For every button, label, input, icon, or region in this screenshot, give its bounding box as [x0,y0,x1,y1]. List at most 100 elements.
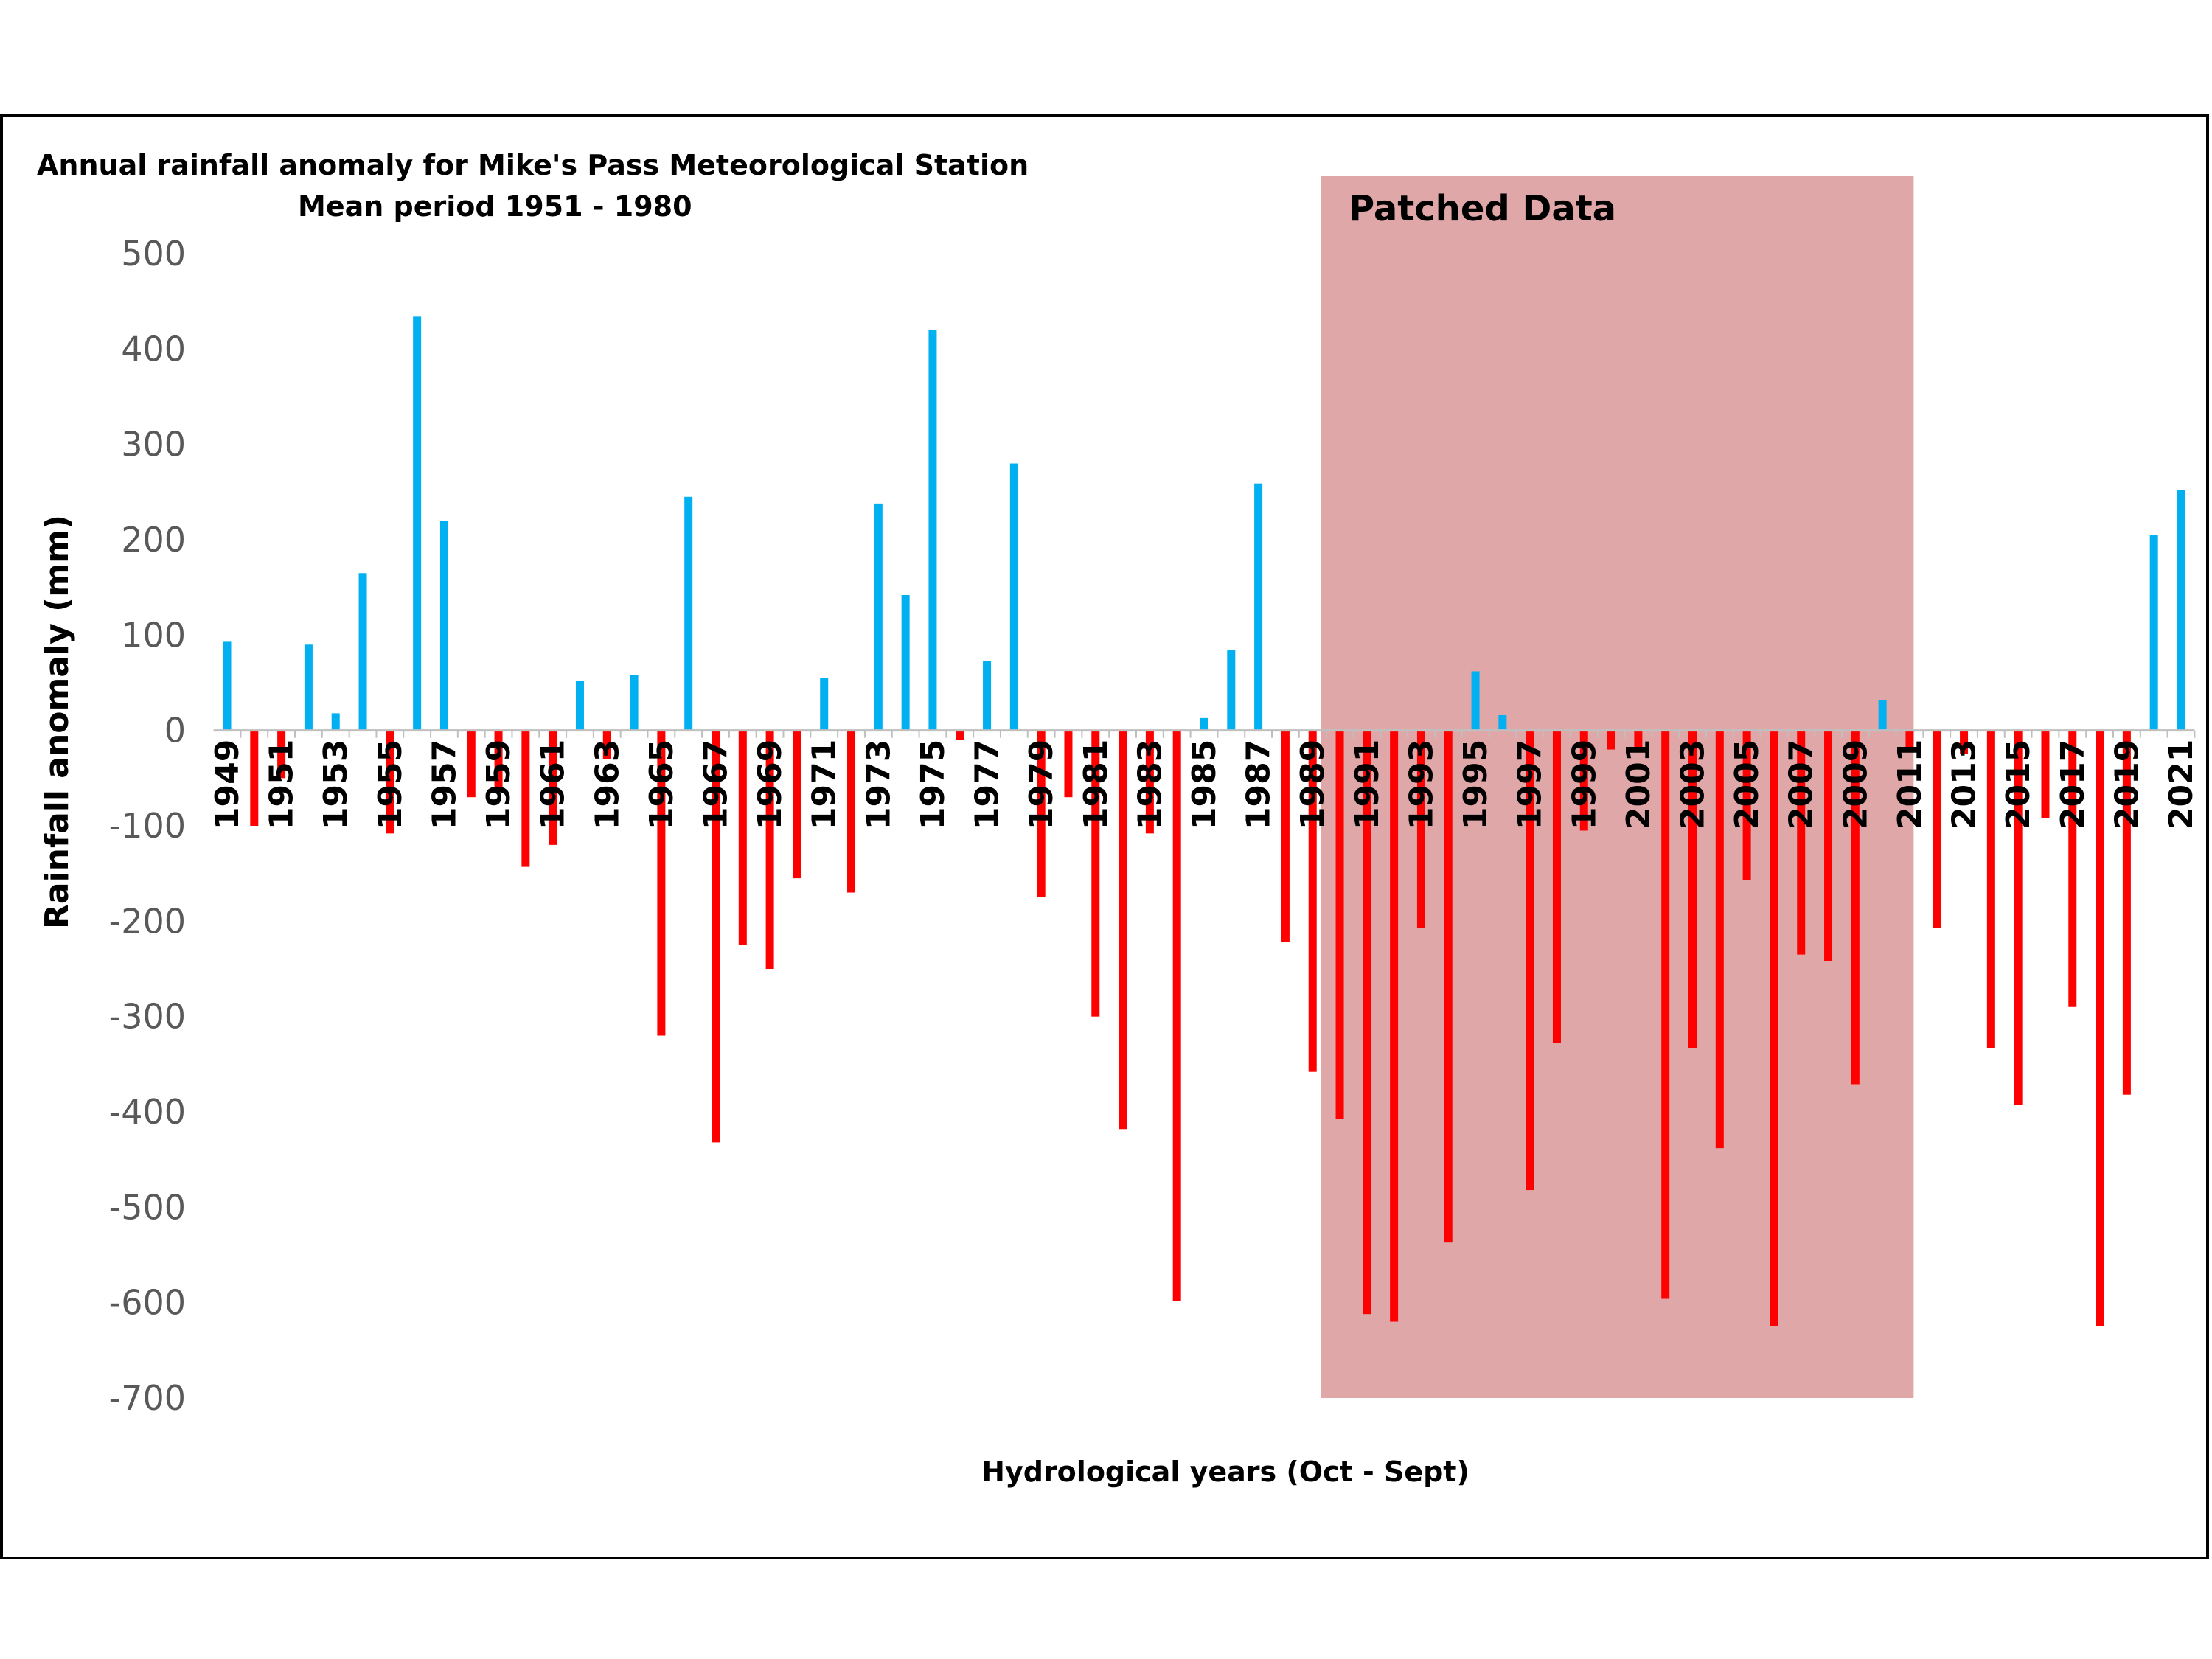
y-tick-label: 100 [121,615,186,655]
bar-1950 [250,730,259,826]
bar-1956 [413,316,422,731]
bar-1985 [1200,717,1208,731]
x-tick-label: 2003 [1674,740,1712,830]
x-axis-title: Hydrological years (Oct - Sept) [981,1455,1470,1488]
bar-1958 [467,730,476,798]
bar-2003 [1688,730,1697,1048]
bar-1967 [712,730,720,1143]
x-tick-label: 2017 [2054,740,2092,830]
x-tick-label: 2015 [2000,740,2037,830]
bar-1996 [1498,714,1507,731]
bar-1972 [847,730,856,893]
x-tick-label: 1993 [1402,740,1440,830]
y-tick-label: 500 [121,234,186,274]
x-tick-label: 1967 [698,740,735,830]
y-tick-label: 300 [121,425,186,465]
bar-1959 [494,730,503,788]
bar-1989 [1308,730,1317,1072]
y-tick-label: -400 [109,1092,186,1132]
x-tick-label: 1999 [1565,740,1603,830]
x-tick-label: 2007 [1783,740,1820,830]
bar-2019 [2122,730,2131,1095]
chart-svg: 500 400 300 200 100 0 -100 -200 -300 -400 -500 -600… [37,149,2200,1488]
chart-frame: 500 400 300 200 100 0 -100 -200 -300 -400 -500 -600… [0,114,2209,1559]
x-tick-label: 1965 [643,740,681,830]
x-tick-label: 1995 [1457,740,1495,830]
patched-data-label: Patched Data [1349,188,1616,229]
x-tick-label: 2009 [1837,740,1874,830]
bar-1966 [684,496,693,731]
bar-2009 [1851,730,1860,1085]
bar-1949 [223,641,232,731]
bar-2006 [1770,730,1778,1326]
bar-1988 [1281,730,1290,942]
xticks-layer: 1949 1951 1953 1955 1957 1959 1961 1963 1965 1967… [209,740,2200,830]
y-tick-label: -200 [109,901,186,941]
bar-2014 [1986,730,1995,1048]
bar-1955 [386,730,394,834]
bar-1952 [304,644,313,731]
bar-1983 [1145,730,1154,834]
bar-2020 [2149,535,2158,731]
bar-1998 [1552,730,1561,1043]
bar-2002 [1661,730,1670,1299]
x-tick-label: 1981 [1077,740,1115,830]
bar-2001 [1634,730,1643,750]
x-tick-label: 1977 [969,740,1006,830]
bar-1990 [1335,730,1344,1119]
x-tick-label: 1987 [1240,740,1278,830]
bar-2010 [1878,700,1887,731]
bar-1971 [820,678,829,731]
x-tick-label: 1989 [1294,740,1332,830]
bar-2008 [1824,730,1833,961]
bar-2021 [2177,490,2185,731]
bar-2012 [1933,730,1941,928]
bar-2016 [2041,730,2050,818]
bar-1979 [1037,730,1046,897]
bar-1980 [1064,730,1073,798]
bar-2013 [1960,730,1969,754]
x-tick-label: 2001 [1620,740,1658,830]
y-tick-label: -500 [109,1187,186,1227]
x-tick-label: 1961 [535,740,572,830]
x-tick-label: 1985 [1186,740,1223,830]
x-tick-label: 1973 [860,740,897,830]
x-tick-label: 2005 [1728,740,1766,830]
bar-1953 [331,713,340,731]
bar-2007 [1797,730,1806,955]
bar-1997 [1526,730,1534,1191]
bar-1981 [1091,730,1100,1017]
x-tick-label: 1991 [1349,740,1386,830]
bar-1963 [602,730,611,759]
bar-1957 [439,521,448,731]
x-tick-label: 1951 [263,740,301,830]
bar-1992 [1390,730,1399,1322]
bar-1993 [1416,730,1425,928]
x-tick-label: 2013 [1946,740,1983,830]
bar-2000 [1607,730,1615,750]
bar-2018 [2096,730,2104,1326]
bar-1970 [793,730,801,879]
bar-2011 [1905,730,1914,750]
y-tick-label: 200 [121,520,186,560]
bar-1974 [901,595,910,731]
yticks-layer: 500 400 300 200 100 0 -100 -200 -300 -400 -500 -600… [109,234,186,1418]
chart-subtitle: Mean period 1951 - 1980 [298,190,692,223]
bar-1987 [1254,483,1263,731]
bar-2004 [1715,730,1724,1149]
y-tick-label: -100 [109,806,186,846]
x-tick-label: 1997 [1512,740,1549,830]
x-tick-label: 1971 [806,740,844,830]
axis-layer [213,729,2196,738]
bar-1961 [549,730,557,845]
bar-2005 [1742,730,1751,880]
bar-1962 [575,681,584,731]
x-tick-label: 2019 [2108,740,2146,830]
bar-1960 [521,730,530,867]
bars-layer [223,316,2185,1326]
bar-1986 [1227,650,1236,731]
bar-1991 [1363,730,1371,1315]
y-tick-label: -300 [109,997,186,1037]
y-tick-label: 0 [164,711,186,751]
bar-1999 [1579,730,1588,831]
